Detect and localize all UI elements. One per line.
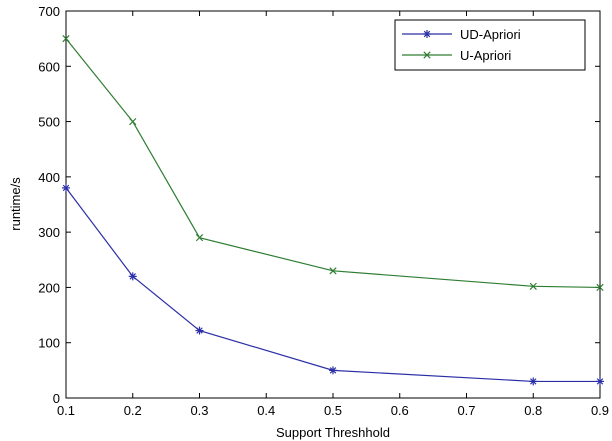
data-point — [62, 183, 70, 192]
data-point — [62, 35, 70, 43]
y-tick-label: 200 — [38, 280, 60, 295]
y-tick-label: 500 — [38, 115, 60, 130]
legend-marker — [423, 51, 431, 59]
axis-ticks: 0.1 0.2 0.3 0.4 0.5 0.6 0.7 0.8 0.9 0 100 200 300 400… — [38, 4, 609, 418]
series-line-ud-apriori — [65, 187, 600, 383]
y-tick-label: 400 — [38, 170, 60, 185]
data-point — [128, 272, 137, 281]
legend-label: U-Apriori — [460, 48, 511, 63]
plot-area — [65, 10, 601, 399]
data-point — [129, 117, 137, 126]
series-line-u-apriori — [65, 38, 601, 289]
x-axis-label: Support Threshhold — [276, 425, 390, 440]
data-point — [195, 234, 204, 242]
y-tick-label: 600 — [38, 59, 60, 74]
legend: UD-Apriori U-Apriori — [394, 19, 586, 71]
series-layer — [62, 35, 604, 386]
y-tick-label: 700 — [38, 4, 60, 19]
y-axis-label: runtime/s — [8, 177, 23, 231]
y-tick-label: 0 — [53, 391, 60, 406]
x-tick-label: 0.7 — [457, 403, 475, 418]
x-tick-label: 0.4 — [257, 403, 275, 418]
y-tick-label: 300 — [38, 225, 60, 240]
x-tick-label: 0.8 — [524, 403, 542, 418]
x-tick-label: 0.9 — [591, 403, 609, 418]
data-point — [529, 377, 538, 386]
x-tick-label: 0.3 — [190, 403, 208, 418]
data-point — [529, 282, 537, 290]
data-point — [596, 283, 604, 292]
data-point — [329, 267, 337, 275]
data-point — [596, 377, 604, 386]
y-tick-label: 100 — [38, 336, 60, 351]
x-tick-label: 0.5 — [324, 403, 342, 418]
legend-label: UD-Apriori — [460, 27, 521, 42]
x-tick-label: 0.6 — [391, 403, 409, 418]
x-tick-label: 0.2 — [124, 403, 142, 418]
legend-marker — [423, 30, 431, 38]
data-point — [195, 326, 204, 335]
data-point — [329, 366, 337, 375]
x-tick-label: 0.1 — [57, 403, 75, 418]
legend-box — [394, 19, 586, 71]
